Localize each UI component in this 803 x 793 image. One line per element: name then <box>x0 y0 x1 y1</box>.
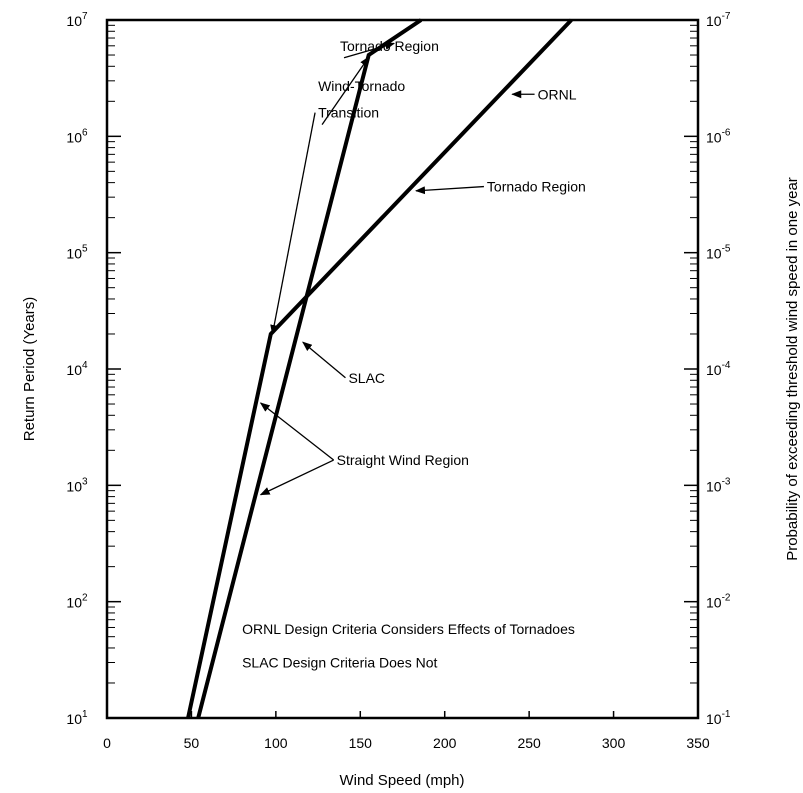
y2-tick-label: 10-7 <box>706 11 731 29</box>
annotation-label: ORNL <box>538 86 577 102</box>
y-tick-label: 101 <box>66 709 88 727</box>
y-tick-label: 105 <box>66 244 88 262</box>
y-tick-label: 103 <box>66 476 88 494</box>
x-tick-label: 350 <box>686 735 710 751</box>
annotation-label: Tornado Region <box>487 179 586 195</box>
plot-frame <box>105 18 700 720</box>
annotation-label: ORNL Design Criteria Considers Effects o… <box>242 621 575 637</box>
x-axis-label: Wind Speed (mph) <box>339 772 464 789</box>
series-line-slac <box>196 18 423 719</box>
y2-tick-label: 10-6 <box>706 127 731 145</box>
y2-ticks: 10-1 10-2 10-3 10-4 10-5 10-6 10-7 <box>684 11 731 727</box>
x-tick-label: 250 <box>517 735 541 751</box>
x-tick-label: 150 <box>349 735 373 751</box>
y2-tick-label: 10-4 <box>706 360 731 378</box>
annotation-arrow <box>343 42 396 59</box>
annotation-arrow <box>270 112 316 335</box>
y2-axis-label: Probability of exceeding threshold wind … <box>784 177 801 561</box>
y2-tick-label: 10-1 <box>706 709 731 727</box>
x-tick-label: 300 <box>602 735 626 751</box>
y-tick-label: 104 <box>66 360 88 378</box>
annotation-arrow <box>259 459 334 496</box>
annotation-label: SLAC Design Criteria Does Not <box>242 654 437 670</box>
x-tick-label: 100 <box>264 735 288 751</box>
y2-tick-label: 10-3 <box>706 476 731 494</box>
y2-tick-label: 10-2 <box>706 593 731 611</box>
y-tick-label: 107 <box>66 11 88 29</box>
minor-ticks <box>107 24 698 684</box>
annotation-label: SLAC <box>348 370 385 386</box>
annotation-label: Tornado Region <box>340 38 439 54</box>
annotation-arrow <box>302 341 346 379</box>
annotation-label: Straight Wind Region <box>337 452 469 468</box>
x-tick-label: 0 <box>103 735 111 751</box>
y-axis-label: Return Period (Years) <box>21 297 38 442</box>
x-tick-label: 50 <box>184 735 200 751</box>
y2-tick-label: 10-5 <box>706 244 731 262</box>
annotation-arrow <box>259 402 335 461</box>
annotation-label: Wind-Tornado <box>318 78 405 94</box>
y-ticks: 101 102 103 104 105 106 107 <box>66 11 121 727</box>
annotation-arrow <box>321 56 370 125</box>
y-tick-label: 106 <box>66 127 88 145</box>
y-tick-label: 102 <box>66 593 88 611</box>
x-tick-label: 200 <box>433 735 457 751</box>
x-ticks: 0 50 100 150 200 250 300 350 <box>103 711 710 751</box>
annotation-arrow <box>415 185 484 195</box>
annotations: Tornado RegionWind-TornadoTransitionORNL… <box>242 38 586 671</box>
